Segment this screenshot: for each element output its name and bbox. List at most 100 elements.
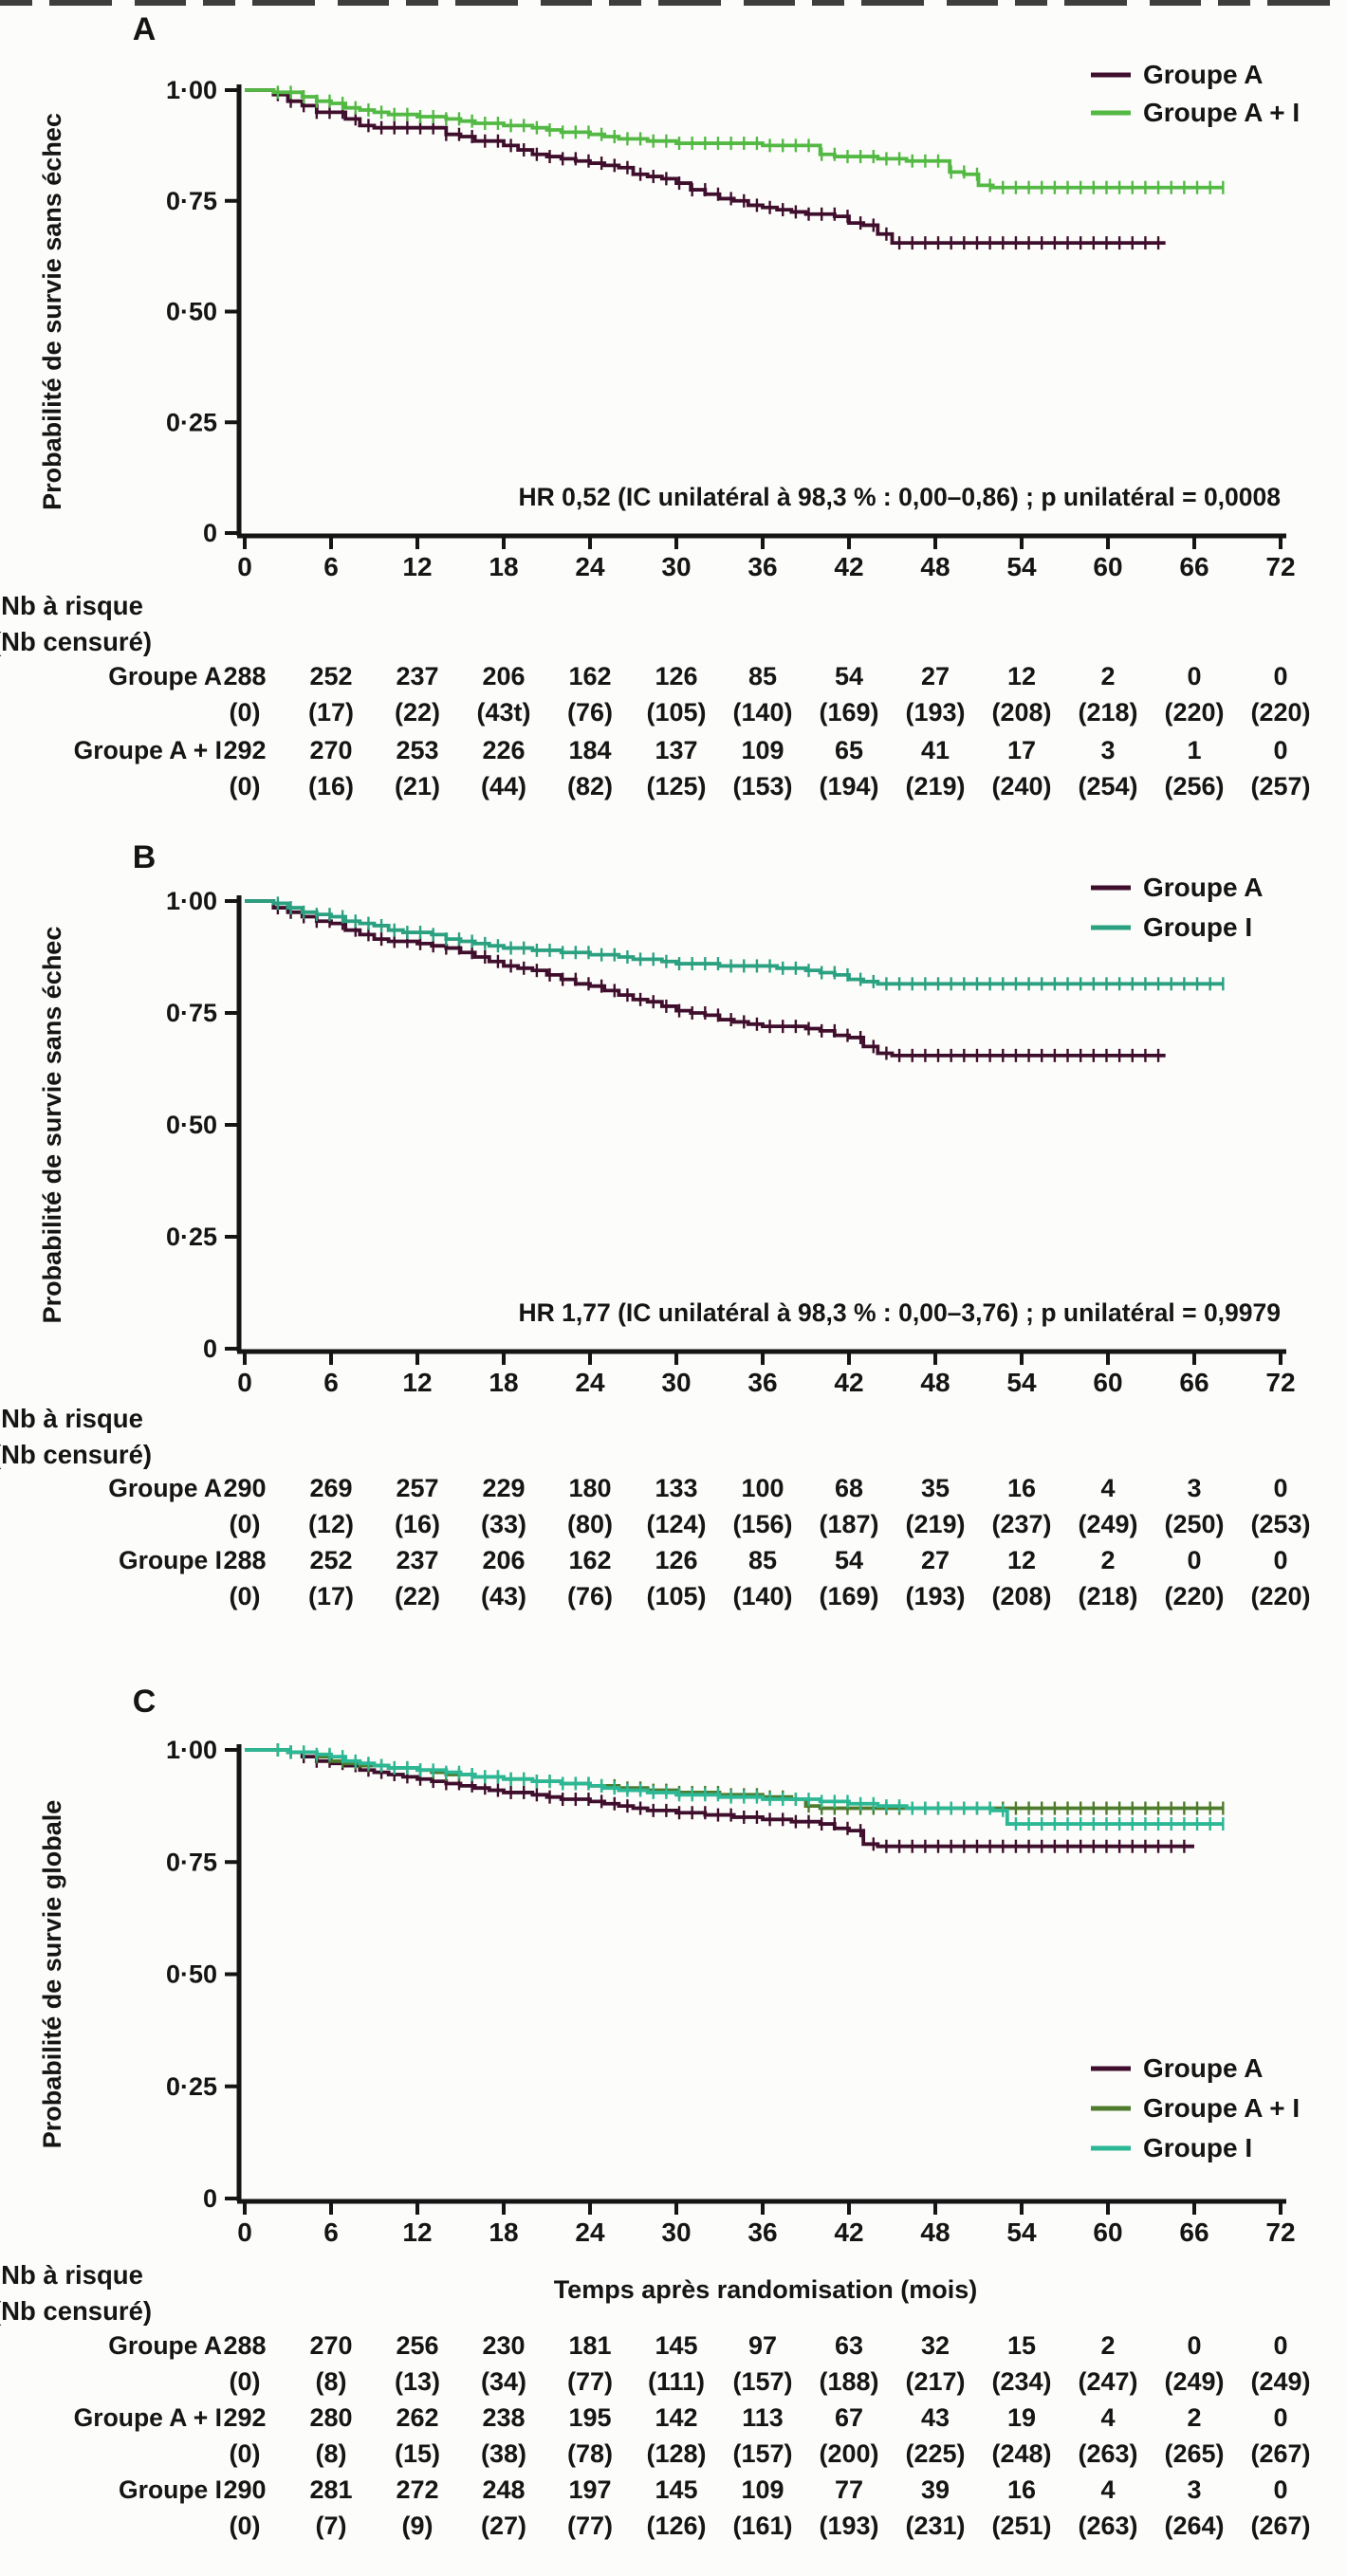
risk-at-risk-value: 252 <box>309 1546 352 1574</box>
x-tick-label: 72 <box>1265 2217 1295 2247</box>
x-tick-label: 54 <box>1006 552 1037 581</box>
y-axis-label: Probabilité de survie globale <box>38 1800 66 2149</box>
risk-censored-value: (253) <box>1250 1510 1310 1538</box>
y-tick-label: 0·25 <box>166 1223 217 1251</box>
risk-at-risk-value: 54 <box>835 1546 863 1574</box>
risk-at-risk-value: 54 <box>835 662 863 690</box>
risk-at-risk-value: 142 <box>655 2403 697 2432</box>
risk-at-risk-value: 195 <box>568 2403 611 2432</box>
risk-at-risk-value: 39 <box>921 2475 950 2504</box>
risk-at-risk-value: 41 <box>921 736 950 764</box>
risk-at-risk-value: 0 <box>1273 1546 1287 1574</box>
y-tick-label: 0·75 <box>166 999 217 1027</box>
risk-at-risk-value: 270 <box>309 2331 352 2360</box>
x-tick-label: 42 <box>834 1368 863 1397</box>
risk-censored-value: (218) <box>1078 1582 1137 1610</box>
risk-censored-value: (34) <box>481 2367 526 2396</box>
x-tick-label: 24 <box>575 1368 605 1397</box>
risk-at-risk-value: 113 <box>742 2403 784 2432</box>
x-tick-label: 36 <box>747 2217 777 2247</box>
risk-censored-value: (126) <box>646 2512 706 2540</box>
panel-b-chart: B Probabilité de survie sans échec 1·00 0·7… <box>0 839 1311 1610</box>
risk-at-risk-value: 253 <box>396 736 438 764</box>
risk-at-risk-value: 292 <box>223 736 266 764</box>
panel-c-chart: C Probabilité de survie globale 1·00 0·75 0·… <box>0 1684 1311 2540</box>
x-tick-label: 66 <box>1179 1368 1209 1397</box>
risk-censored-value: (250) <box>1164 1510 1224 1538</box>
risk-censored-value: (17) <box>308 698 354 727</box>
x-tick-label: 0 <box>237 1368 252 1397</box>
x-tick-label: 60 <box>1093 1368 1122 1397</box>
x-tick-label: 18 <box>489 552 518 581</box>
risk-censored-value: (249) <box>1078 1510 1137 1538</box>
x-tick-label: 12 <box>402 2217 432 2247</box>
x-tick-label: 6 <box>323 552 339 581</box>
x-tick-label: 60 <box>1093 2217 1122 2247</box>
risk-at-risk-value: 100 <box>741 1474 784 1502</box>
y-tick-label: 0·25 <box>166 408 217 436</box>
x-tick-label: 42 <box>834 2217 863 2247</box>
risk-at-risk-value: 290 <box>223 1474 266 1502</box>
risk-censored-value: (17) <box>308 1582 354 1610</box>
risk-censored-value: (128) <box>646 2439 706 2468</box>
risk-censored-value: (43) <box>481 1582 526 1610</box>
x-tick-label: 30 <box>661 1368 691 1397</box>
y-tick-label: 0·50 <box>166 1960 217 1989</box>
risk-table-header: Nb à risque <box>1 591 143 620</box>
risk-censored-value: (217) <box>905 2367 965 2396</box>
risk-at-risk-value: 184 <box>568 736 611 764</box>
x-tick-label: 60 <box>1093 552 1122 581</box>
risk-row-label: Groupe I <box>119 2475 222 2504</box>
x-tick-label: 72 <box>1265 552 1295 581</box>
risk-censored-value: (169) <box>819 1582 878 1610</box>
risk-censored-value: (251) <box>991 2512 1051 2540</box>
risk-table-header: (Nb censuré) <box>0 1440 152 1469</box>
legend-label: Groupe I <box>1143 912 1252 942</box>
y-tick-label: 1·00 <box>166 1736 217 1764</box>
x-tick-label: 66 <box>1179 552 1209 581</box>
risk-at-risk-value: 27 <box>921 1546 950 1574</box>
risk-at-risk-value: 3 <box>1187 1474 1201 1502</box>
risk-censored-value: (9) <box>402 2512 434 2540</box>
risk-at-risk-value: 12 <box>1007 662 1036 690</box>
y-tick-label: 0·50 <box>166 298 217 326</box>
risk-at-risk-value: 197 <box>568 2475 611 2504</box>
risk-row-label: Groupe A <box>108 2331 222 2360</box>
y-tick-label: 0·50 <box>166 1111 217 1139</box>
y-axis-label: Probabilité de survie sans échec <box>38 113 66 510</box>
risk-censored-value: (78) <box>567 2439 613 2468</box>
risk-censored-value: (267) <box>1250 2439 1310 2468</box>
x-tick-label: 6 <box>323 2217 339 2247</box>
risk-row-label: Groupe A <box>108 1474 222 1502</box>
risk-at-risk-value: 269 <box>309 1474 352 1502</box>
panel-letter: A <box>133 11 157 47</box>
risk-censored-value: (0) <box>230 698 261 727</box>
risk-at-risk-value: 288 <box>223 2331 266 2360</box>
risk-at-risk-value: 0 <box>1273 1474 1287 1502</box>
risk-at-risk-value: 109 <box>741 736 784 764</box>
legend-label: Groupe A + I <box>1143 98 1300 127</box>
risk-censored-value: (157) <box>732 2367 792 2396</box>
risk-censored-value: (187) <box>819 1510 878 1538</box>
risk-censored-value: (0) <box>230 772 261 800</box>
legend-label: Groupe A <box>1143 873 1264 902</box>
risk-censored-value: (256) <box>1164 772 1224 800</box>
risk-at-risk-value: 0 <box>1273 2475 1287 2504</box>
y-axis-label: Probabilité de survie sans échec <box>38 927 66 1324</box>
x-tick-label: 24 <box>575 2217 605 2247</box>
risk-row-label: Groupe A <box>108 662 222 690</box>
risk-at-risk-value: 180 <box>568 1474 611 1502</box>
risk-censored-value: (33) <box>481 1510 526 1538</box>
risk-censored-value: (124) <box>646 1510 706 1538</box>
risk-at-risk-value: 0 <box>1187 1546 1201 1574</box>
risk-censored-value: (237) <box>991 1510 1051 1538</box>
y-tick-label: 0 <box>203 519 217 547</box>
y-tick-label: 1·00 <box>166 76 217 104</box>
y-tick-label: 1·00 <box>166 887 217 915</box>
risk-at-risk-value: 2 <box>1100 2331 1115 2360</box>
risk-at-risk-value: 16 <box>1007 2475 1036 2504</box>
y-tick-label: 0·75 <box>166 187 217 215</box>
x-tick-label: 18 <box>489 1368 518 1397</box>
x-tick-label: 66 <box>1179 2217 1209 2247</box>
risk-at-risk-value: 43 <box>921 2403 950 2432</box>
